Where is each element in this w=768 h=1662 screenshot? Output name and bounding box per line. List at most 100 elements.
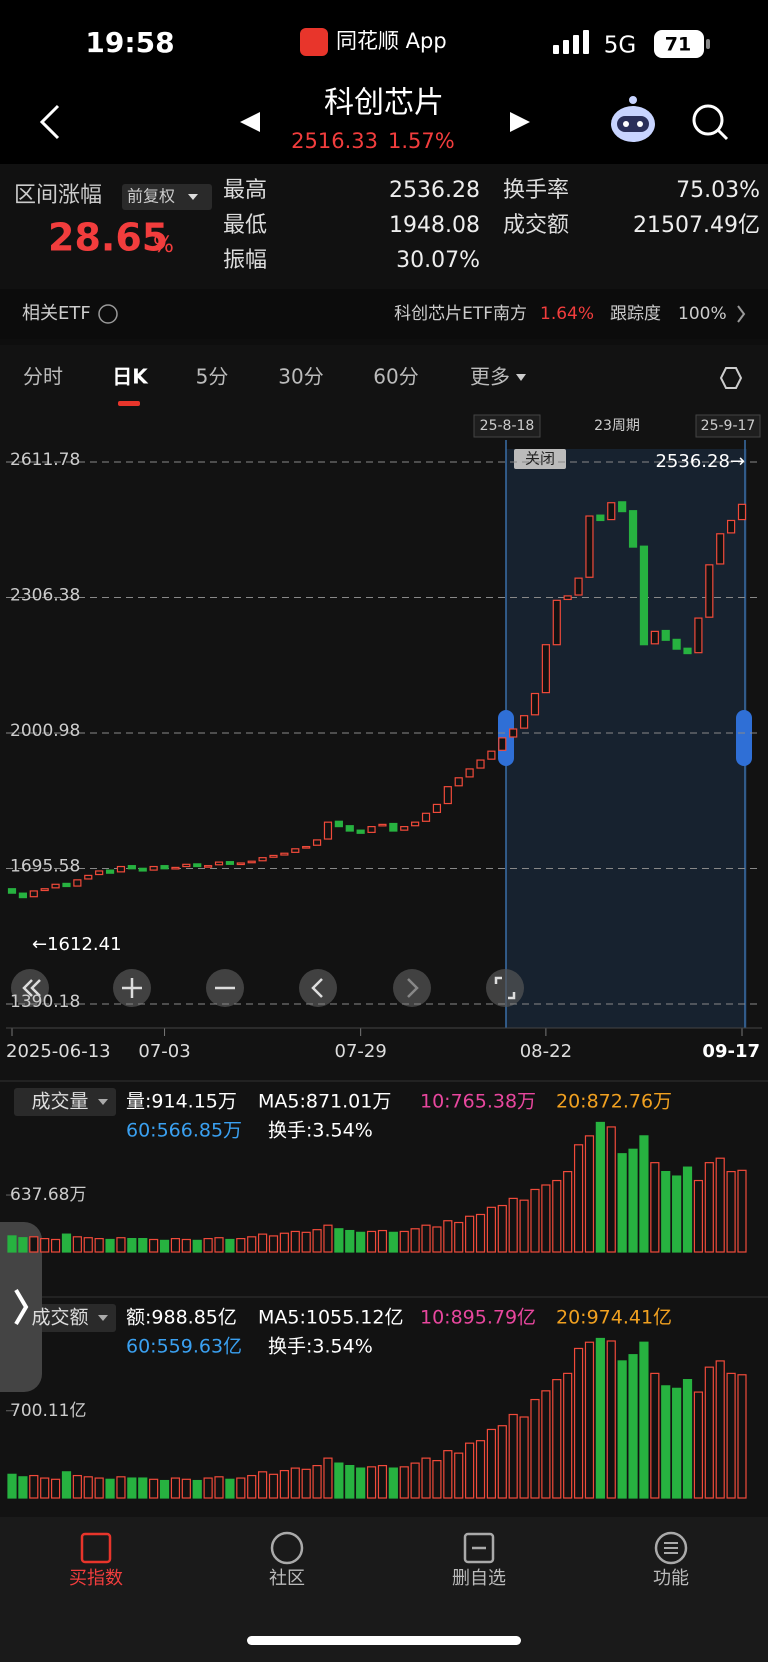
close-range-button[interactable]: [514, 449, 566, 469]
volume-bar: [682, 1379, 693, 1499]
panel-legend: 10:765.38万: [420, 1091, 536, 1113]
volume-bar: [290, 1467, 300, 1499]
candle: [269, 854, 278, 858]
volume-bar: [334, 1462, 344, 1499]
nav-label[interactable]: 社区: [269, 1568, 305, 1589]
candle: [618, 501, 627, 513]
nav-label[interactable]: 买指数: [69, 1568, 123, 1589]
settings-button[interactable]: [719, 367, 743, 389]
nav-label[interactable]: 功能: [653, 1568, 689, 1589]
search-button[interactable]: [692, 104, 729, 141]
index-price: 2516.33: [291, 129, 378, 153]
back-button[interactable]: [39, 104, 60, 140]
panel-legend: 量:914.15万: [126, 1091, 237, 1113]
y-tick-label: 2611.78: [10, 450, 80, 470]
volume-dropdown[interactable]: [14, 1088, 116, 1116]
volume-bar: [40, 1477, 50, 1499]
candle: [737, 503, 747, 521]
etf-chevron[interactable]: [737, 305, 746, 323]
candle: [639, 545, 649, 646]
candle: [302, 845, 311, 849]
candle: [7, 888, 17, 894]
candle: [411, 821, 420, 827]
volume-bar: [552, 1179, 562, 1253]
volume-bar: [399, 1466, 409, 1499]
tab[interactable]: 60分: [373, 365, 418, 389]
y-tick-label: 637.68万: [10, 1185, 86, 1205]
volume-bar: [454, 1221, 464, 1253]
volume-bar: [181, 1478, 191, 1499]
track-value: 100%: [678, 304, 727, 324]
volume-bar: [377, 1464, 388, 1499]
volume-bar: [454, 1452, 464, 1499]
candle: [596, 514, 605, 522]
volume-bar: [563, 1170, 573, 1253]
candle: [312, 839, 322, 846]
y-tick-label: 2306.38: [10, 586, 80, 606]
nav-icons[interactable]: [80, 1531, 688, 1565]
help-icon[interactable]: [98, 304, 118, 324]
volume-bar: [497, 1425, 507, 1499]
candle: [487, 750, 496, 760]
dropdown-arrow: [98, 1099, 108, 1105]
stat-label: 振幅: [223, 248, 267, 273]
tab[interactable]: 更多: [470, 365, 510, 389]
volume-bar: [116, 1476, 126, 1499]
tab[interactable]: 5分: [196, 365, 229, 389]
volume-bar: [170, 1237, 181, 1253]
volume-bar: [628, 1148, 638, 1253]
volume-bar: [693, 1179, 704, 1253]
volume-bar: [214, 1476, 224, 1499]
chart-control-icons: [22, 976, 516, 1000]
stat-value: 1948.08: [389, 213, 480, 238]
candle: [476, 759, 485, 769]
candle: [236, 862, 245, 866]
battery-tip: [706, 39, 710, 49]
next-button[interactable]: [510, 112, 530, 132]
volume-bar: [432, 1226, 442, 1253]
candle: [204, 865, 213, 868]
more-arrow: [516, 374, 526, 381]
volume-bar: [225, 1238, 235, 1253]
volume-bar: [72, 1474, 82, 1499]
range-handle-right[interactable]: [736, 710, 752, 766]
volume-bar: [693, 1391, 704, 1499]
candle: [574, 577, 583, 596]
header-bg: [0, 0, 768, 164]
candle: [84, 874, 93, 880]
candle: [683, 647, 692, 655]
volume-bar: [127, 1237, 137, 1253]
volume-bar: [639, 1341, 649, 1499]
candle: [421, 812, 431, 822]
assistant-button[interactable]: [611, 96, 655, 142]
volume-bar: [486, 1428, 497, 1499]
prev-button[interactable]: [240, 112, 260, 132]
volume-bar: [628, 1354, 638, 1499]
signal-icon: [553, 30, 589, 54]
candle: [18, 892, 27, 899]
adjust-dropdown[interactable]: [122, 184, 212, 210]
tab-indicator: [118, 401, 140, 406]
candle: [727, 519, 736, 534]
candle: [171, 866, 180, 870]
candle: [519, 715, 529, 729]
panel-legend: 20:872.76万: [556, 1091, 672, 1113]
volume-bar: [508, 1197, 518, 1253]
side-tab[interactable]: [0, 1222, 42, 1392]
volume-bar: [443, 1220, 453, 1253]
volume-bar: [552, 1379, 562, 1499]
tab[interactable]: 日K: [112, 365, 149, 389]
volume-bar: [203, 1237, 213, 1253]
stat-value: 30.07%: [396, 248, 480, 273]
nav-label[interactable]: 删自选: [452, 1568, 506, 1589]
volume-bar: [345, 1229, 355, 1253]
volume-bar: [519, 1416, 529, 1499]
volume-bar: [399, 1230, 409, 1253]
tab[interactable]: 30分: [278, 365, 323, 389]
etf-bg: [0, 289, 768, 339]
candle: [378, 823, 387, 827]
separator: [0, 1296, 768, 1298]
tab[interactable]: 分时: [23, 365, 63, 389]
range-end: 25-9-17: [701, 418, 756, 434]
volume-bar: [203, 1477, 213, 1499]
